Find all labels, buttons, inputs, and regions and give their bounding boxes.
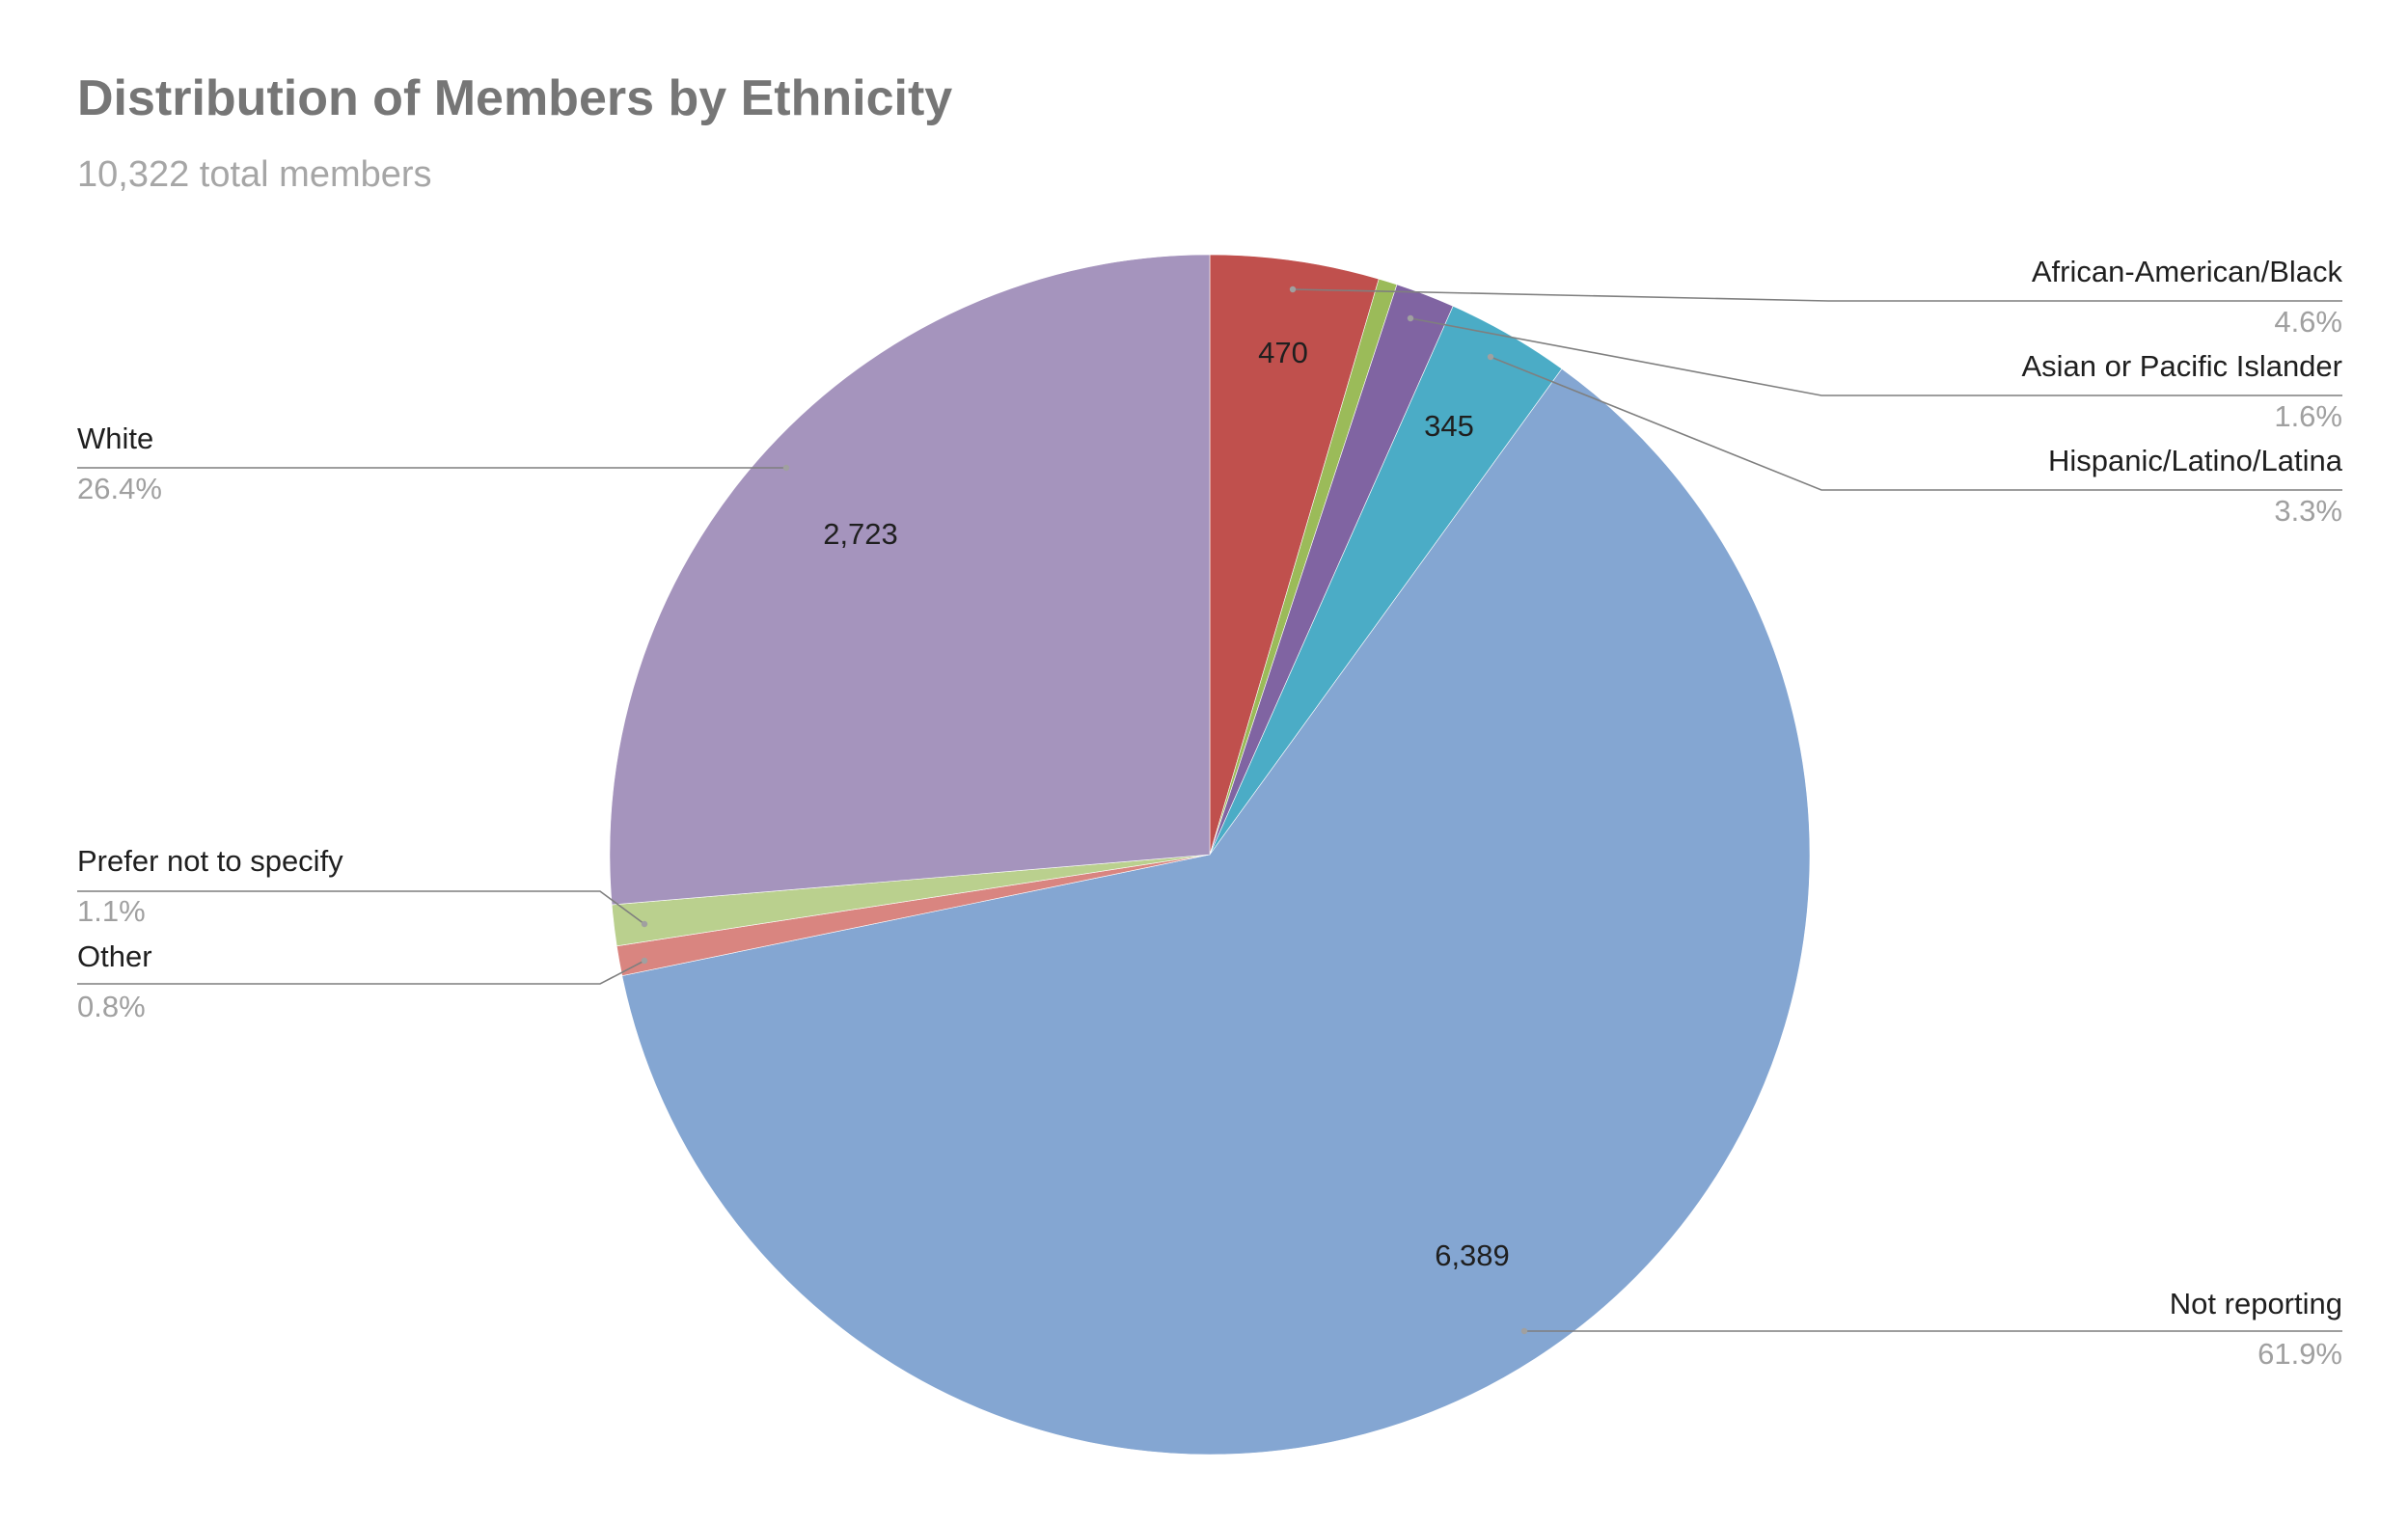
leader-line-african-american-black [1292, 288, 2342, 302]
percent-label-african-american-black: 4.6% [2274, 305, 2342, 339]
leader-dot-other [641, 957, 648, 965]
category-label-prefer-not-to-specify: Prefer not to specify [77, 844, 343, 878]
leader-line-hispanic-latino-latina [1490, 356, 2342, 491]
category-label-asian-or-pacific-islander: Asian or Pacific Islander [2021, 349, 2342, 383]
category-label-white: White [77, 422, 153, 455]
value-label-hispanic-latino-latina: 345 [1424, 409, 1474, 443]
category-label-african-american-black: African-American/Black [2032, 255, 2343, 288]
value-label-african-american-black: 470 [1258, 336, 1308, 369]
percent-label-other: 0.8% [77, 990, 146, 1023]
leader-dot-african-american-black [1289, 286, 1297, 293]
leader-dot-prefer-not-to-specify [641, 920, 648, 928]
value-label-white: 2,723 [823, 517, 898, 551]
leader-line-asian-or-pacific-islander [1409, 317, 2342, 396]
pie-slice-white [609, 254, 1211, 906]
leader-dot-hispanic-latino-latina [1487, 353, 1494, 361]
leader-dot-white [782, 464, 790, 472]
percent-label-hispanic-latino-latina: 3.3% [2274, 494, 2342, 528]
percent-label-asian-or-pacific-islander: 1.6% [2274, 399, 2342, 433]
leader-dot-not-reporting [1520, 1327, 1528, 1335]
percent-label-not-reporting: 61.9% [2258, 1337, 2342, 1371]
percent-label-prefer-not-to-specify: 1.1% [77, 894, 146, 928]
leader-line-other [77, 960, 645, 985]
category-label-other: Other [77, 939, 152, 973]
chart-subtitle: 10,322 total members [77, 154, 432, 195]
category-label-hispanic-latino-latina: Hispanic/Latino/Latina [2048, 444, 2343, 477]
pie-slice-not-reporting [621, 367, 1811, 1456]
category-label-not-reporting: Not reporting [2170, 1287, 2342, 1320]
leader-line-prefer-not-to-specify [77, 890, 645, 925]
leader-dot-asian-or-pacific-islander [1407, 314, 1414, 322]
percent-label-white: 26.4% [77, 472, 162, 505]
pie-slice-african-american-black [1209, 254, 1380, 856]
chart-title: Distribution of Members by Ethnicity [77, 70, 953, 126]
value-label-not-reporting: 6,389 [1435, 1238, 1510, 1272]
